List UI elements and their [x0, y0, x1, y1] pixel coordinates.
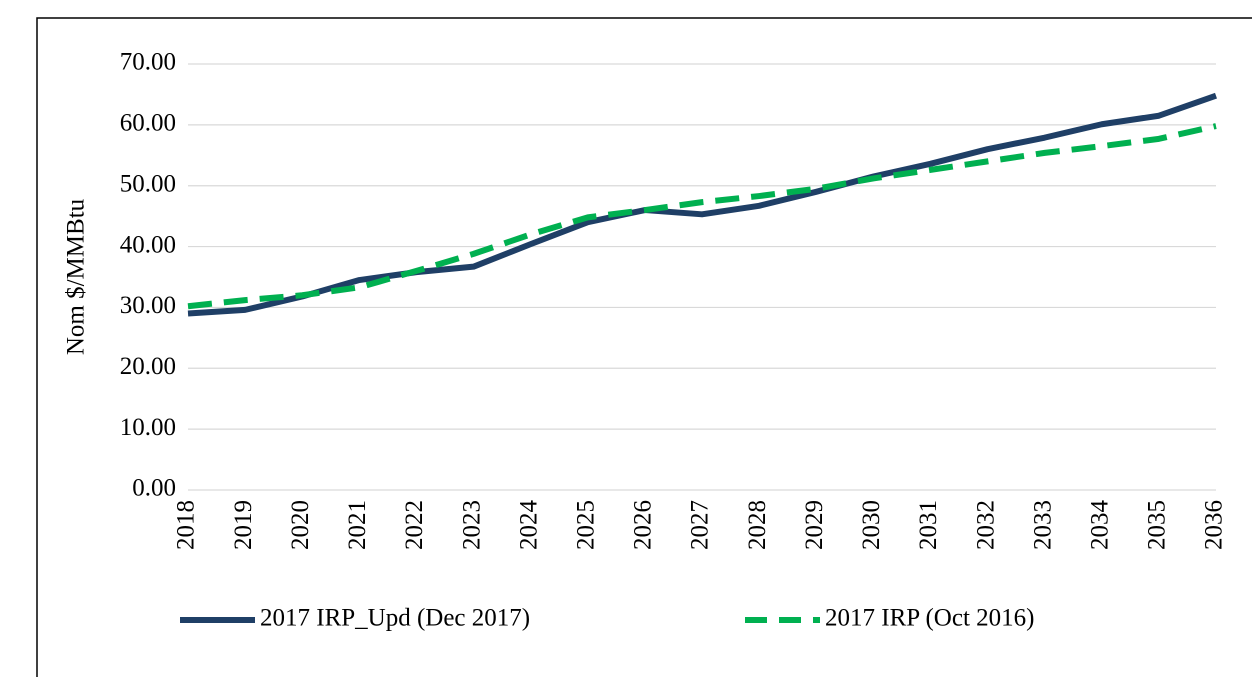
- legend-label: 2017 IRP_Upd (Dec 2017): [260, 605, 530, 632]
- y-tick-label: 30.00: [120, 292, 176, 319]
- chart-frame: [36, 17, 1252, 677]
- x-tick-label: 2030: [858, 500, 885, 550]
- x-tick-label: 2020: [287, 500, 314, 550]
- x-tick-label: 2035: [1144, 500, 1171, 550]
- x-tick-label: 2026: [630, 500, 657, 550]
- x-tick-label: 2023: [458, 500, 485, 550]
- x-tick-label: 2034: [1087, 500, 1114, 551]
- series-line: [187, 123, 1217, 310]
- x-tick-label: 2029: [801, 500, 828, 550]
- x-tick-label: 2018: [173, 500, 200, 550]
- y-tick-label: 50.00: [120, 170, 176, 197]
- x-tick-label: 2031: [915, 500, 942, 550]
- x-tick-label: 2028: [744, 500, 771, 550]
- y-tick-label: 10.00: [120, 414, 176, 441]
- y-tick-label: 40.00: [120, 231, 176, 258]
- y-tick-label: 60.00: [120, 110, 176, 137]
- x-tick-label: 2022: [401, 500, 428, 550]
- legend-label: 2017 IRP (Oct 2016): [825, 605, 1034, 632]
- x-tick-label: 2025: [573, 500, 600, 550]
- x-tick-label: 2032: [972, 500, 999, 550]
- x-tick-label: 2019: [230, 500, 257, 550]
- series-line: [187, 92, 1217, 317]
- y-tick-label: 0.00: [132, 475, 176, 502]
- x-tick-label: 2024: [515, 500, 542, 551]
- x-tick-label: 2036: [1201, 500, 1228, 550]
- x-tick-label: 2027: [687, 500, 714, 550]
- y-tick-label: 70.00: [120, 49, 176, 76]
- y-axis-label: Nom $/MMBtu: [63, 198, 90, 355]
- x-tick-label: 2021: [344, 500, 371, 550]
- y-tick-label: 20.00: [120, 353, 176, 380]
- x-tick-label: 2033: [1029, 500, 1056, 550]
